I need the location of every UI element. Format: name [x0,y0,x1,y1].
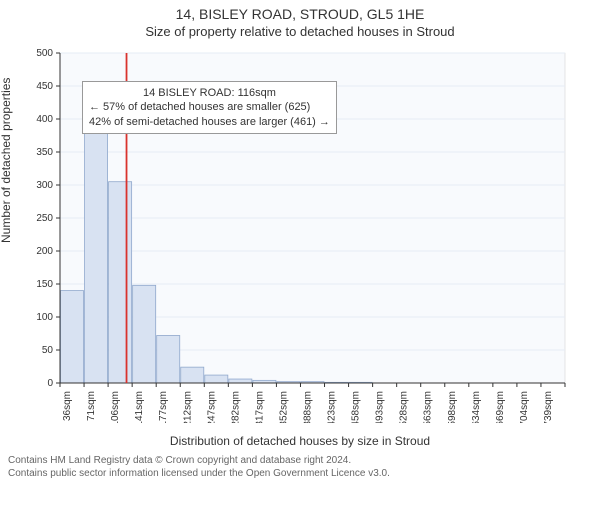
svg-text:704sqm: 704sqm [519,391,530,423]
footer: Contains HM Land Registry data © Crown c… [0,448,600,480]
svg-text:350: 350 [36,147,53,158]
svg-text:317sqm: 317sqm [254,391,265,423]
svg-text:0: 0 [47,378,53,389]
svg-text:634sqm: 634sqm [471,391,482,423]
svg-text:458sqm: 458sqm [351,391,362,423]
svg-text:177sqm: 177sqm [158,391,169,423]
svg-text:500: 500 [36,48,53,59]
svg-text:200: 200 [36,246,53,257]
svg-text:250: 250 [36,213,53,224]
chart-container: Number of detached properties 0 50 100 150 2… [0,43,600,428]
svg-text:739sqm: 739sqm [543,391,554,423]
svg-text:598sqm: 598sqm [447,391,458,423]
svg-text:400: 400 [36,114,53,125]
svg-text:36sqm: 36sqm [62,391,73,421]
svg-text:71sqm: 71sqm [86,391,97,421]
svg-text:669sqm: 669sqm [495,391,506,423]
svg-text:493sqm: 493sqm [375,391,386,423]
callout-line3: 42% of semi-detached houses are larger (… [89,115,330,129]
svg-text:100: 100 [36,312,53,323]
footer-line1: Contains HM Land Registry data © Crown c… [8,454,592,467]
svg-text:106sqm: 106sqm [110,391,121,423]
svg-text:388sqm: 388sqm [303,391,314,423]
footer-line2: Contains public sector information licen… [8,467,592,480]
svg-text:212sqm: 212sqm [182,391,193,423]
x-axis-label: Distribution of detached houses by size … [0,434,600,448]
svg-text:282sqm: 282sqm [230,391,241,423]
callout-line1: 14 BISLEY ROAD: 116sqm [89,86,330,100]
svg-text:450: 450 [36,81,53,92]
svg-text:50: 50 [42,345,54,356]
svg-text:141sqm: 141sqm [134,391,145,423]
svg-text:423sqm: 423sqm [327,391,338,423]
svg-text:247sqm: 247sqm [206,391,217,423]
page-title: 14, BISLEY ROAD, STROUD, GL5 1HE [0,6,600,22]
y-axis-label: Number of detached properties [0,78,13,243]
subtitle: Size of property relative to detached ho… [0,24,600,39]
svg-text:150: 150 [36,279,53,290]
svg-text:528sqm: 528sqm [399,391,410,423]
svg-text:300: 300 [36,180,53,191]
callout-box: 14 BISLEY ROAD: 116sqm ← 57% of detached… [82,81,337,134]
callout-line2: ← 57% of detached houses are smaller (62… [89,100,330,114]
svg-text:352sqm: 352sqm [278,391,289,423]
svg-text:563sqm: 563sqm [423,391,434,423]
